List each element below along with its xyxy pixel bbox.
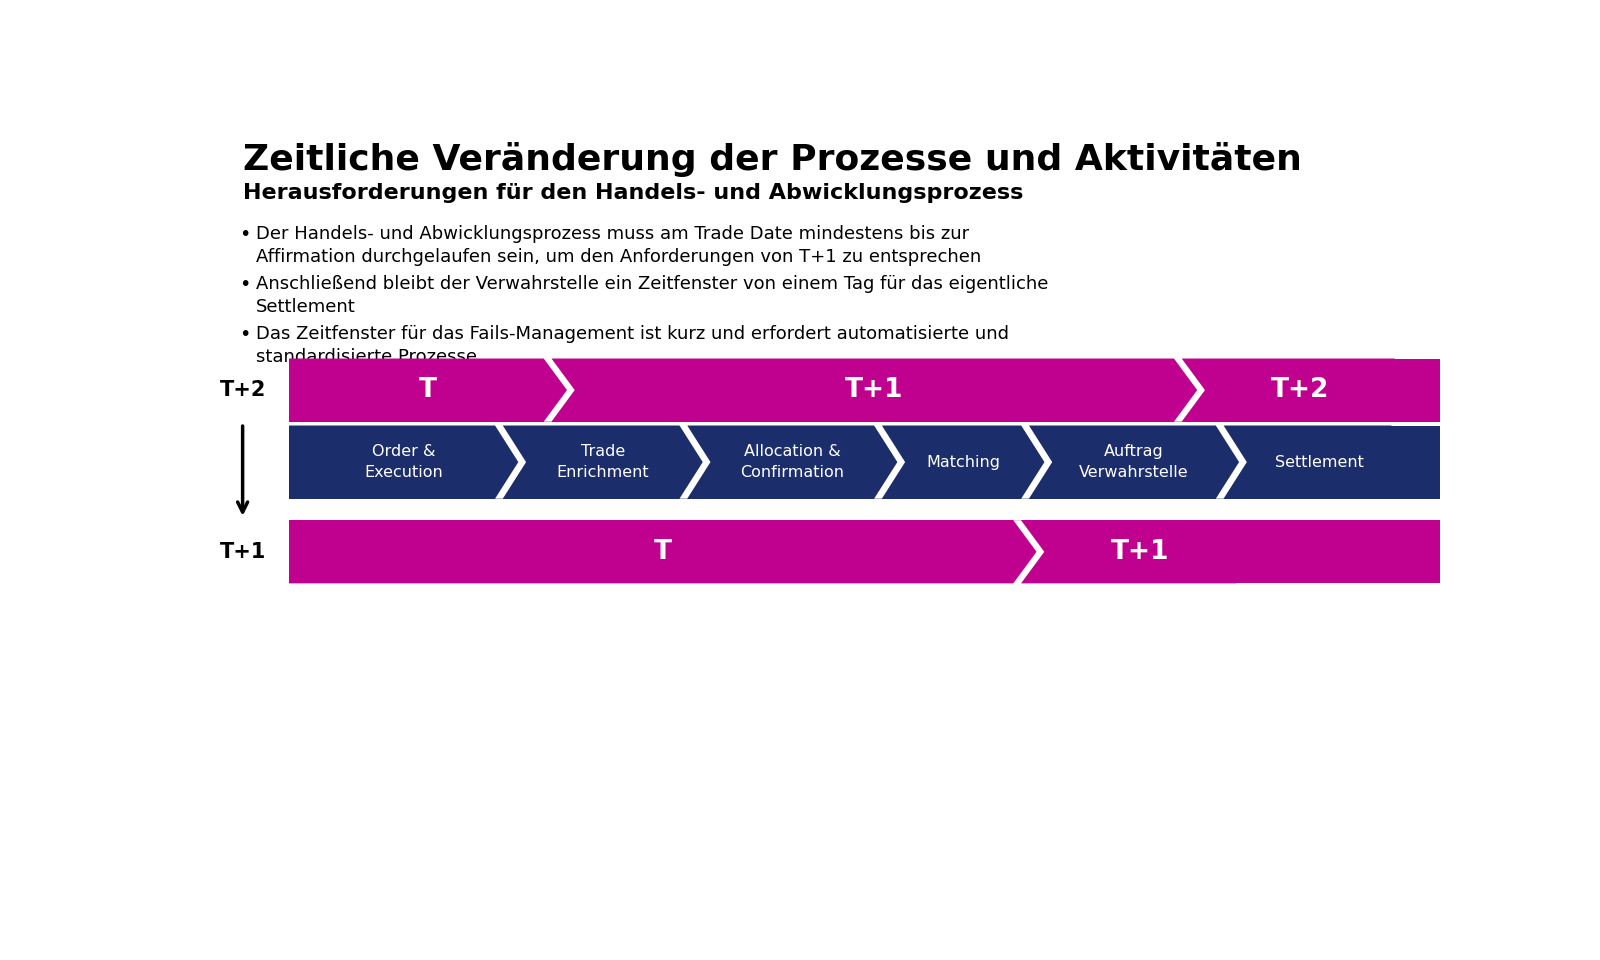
Polygon shape — [882, 425, 1045, 498]
Text: T: T — [419, 377, 437, 403]
Polygon shape — [1216, 425, 1246, 498]
Text: T+1: T+1 — [845, 377, 904, 403]
Text: T+2: T+2 — [219, 380, 266, 400]
Polygon shape — [552, 358, 1197, 421]
Text: •: • — [238, 324, 250, 344]
Text: Settlement: Settlement — [256, 299, 355, 317]
Polygon shape — [688, 425, 898, 498]
Polygon shape — [544, 358, 574, 421]
Polygon shape — [290, 358, 1443, 421]
Polygon shape — [290, 520, 1037, 584]
Text: Order &
Execution: Order & Execution — [365, 444, 443, 480]
Polygon shape — [1224, 425, 1414, 498]
Text: •: • — [238, 276, 250, 295]
Text: Matching: Matching — [926, 455, 1000, 469]
Polygon shape — [290, 358, 566, 421]
Polygon shape — [1021, 520, 1259, 584]
Polygon shape — [1021, 425, 1053, 498]
Polygon shape — [494, 425, 526, 498]
Polygon shape — [1174, 358, 1205, 421]
Text: Das Zeitfenster für das Fails-Management ist kurz und erfordert automatisierte u: Das Zeitfenster für das Fails-Management… — [256, 324, 1008, 343]
Text: Zeitliche Veränderung der Prozesse und Aktivitäten: Zeitliche Veränderung der Prozesse und A… — [243, 142, 1301, 178]
Text: Trade
Enrichment: Trade Enrichment — [557, 444, 650, 480]
Polygon shape — [290, 425, 518, 498]
Polygon shape — [874, 425, 906, 498]
Text: Settlement: Settlement — [1275, 455, 1363, 469]
Polygon shape — [680, 425, 710, 498]
Polygon shape — [1013, 520, 1045, 584]
Polygon shape — [502, 425, 702, 498]
Text: T+1: T+1 — [219, 541, 266, 562]
Text: Der Handels- und Abwicklungsprozess muss am Trade Date mindestens bis zur: Der Handels- und Abwicklungsprozess muss… — [256, 225, 970, 243]
Text: •: • — [238, 225, 250, 244]
Text: T+1: T+1 — [1110, 539, 1170, 564]
Text: T+2: T+2 — [1270, 377, 1330, 403]
Text: Herausforderungen für den Handels- und Abwicklungsprozess: Herausforderungen für den Handels- und A… — [243, 183, 1022, 203]
Text: Affirmation durchgelaufen sein, um den Anforderungen von T+1 zu entsprechen: Affirmation durchgelaufen sein, um den A… — [256, 248, 981, 266]
Text: Auftrag
Verwahrstelle: Auftrag Verwahrstelle — [1080, 444, 1189, 480]
Text: Allocation &
Confirmation: Allocation & Confirmation — [741, 444, 845, 480]
Polygon shape — [290, 520, 1443, 584]
Text: standardisierte Prozesse: standardisierte Prozesse — [256, 348, 477, 366]
Text: Anschließend bleibt der Verwahrstelle ein Zeitfenster von einem Tag für das eige: Anschließend bleibt der Verwahrstelle ei… — [256, 276, 1048, 294]
Text: T: T — [654, 539, 672, 564]
Polygon shape — [1182, 358, 1418, 421]
Polygon shape — [290, 425, 1443, 498]
Polygon shape — [1029, 425, 1238, 498]
